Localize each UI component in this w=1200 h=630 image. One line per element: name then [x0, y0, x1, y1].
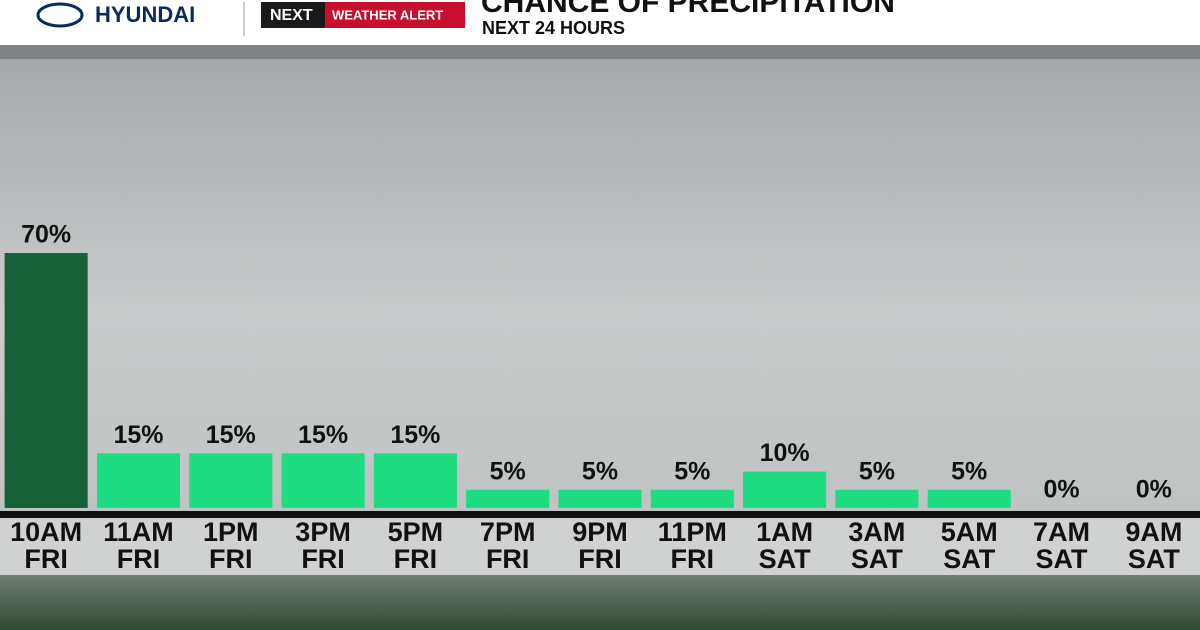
bar: [96, 453, 180, 508]
x-tick-label: FRI: [24, 544, 68, 574]
chart-title: CHANCE OF PRECIPITATION: [481, 0, 895, 19]
badge-logo: NEXT: [270, 7, 313, 24]
bar: [373, 453, 457, 508]
value-label: 5%: [674, 457, 710, 485]
bar: [650, 489, 734, 508]
brand-logo: [36, 2, 84, 28]
x-tick-label: SAT: [851, 544, 904, 574]
header-shadow: [0, 45, 1200, 59]
x-tick-label: FRI: [209, 544, 253, 574]
x-tick-label: FRI: [301, 544, 345, 574]
value-label: 15%: [113, 421, 163, 449]
value-label: 5%: [859, 457, 895, 485]
x-tick-label: FRI: [671, 544, 715, 574]
x-tick-label: 11PM: [658, 517, 727, 547]
x-tick-label: 3AM: [848, 517, 905, 547]
bar: [558, 489, 642, 508]
bar: [927, 489, 1011, 508]
ground-band: [0, 575, 1200, 630]
bar: [743, 471, 827, 508]
bar: [466, 489, 550, 508]
bar: [835, 489, 919, 508]
value-label: 10%: [760, 439, 810, 467]
chart-subtitle: NEXT 24 HOURS: [482, 18, 625, 38]
x-tick-label: 1PM: [203, 517, 259, 547]
x-tick-label: 7AM: [1033, 517, 1090, 547]
x-tick-label: FRI: [117, 544, 161, 574]
value-label: 5%: [582, 457, 618, 485]
x-tick-label: 5AM: [941, 517, 998, 547]
x-tick-label: SAT: [759, 544, 812, 574]
header: [0, 0, 1200, 45]
value-label: 15%: [390, 421, 440, 449]
x-tick-label: 7PM: [480, 517, 536, 547]
baseline: [0, 511, 1200, 518]
x-tick-label: 9PM: [572, 517, 628, 547]
x-tick-label: 9AM: [1125, 517, 1182, 547]
x-tick-label: SAT: [943, 544, 996, 574]
value-label: 5%: [951, 457, 987, 485]
bar: [4, 253, 88, 508]
bar: [281, 453, 365, 508]
brand: HYUNDAI: [95, 2, 195, 27]
value-label: 70%: [21, 221, 71, 249]
x-tick-label: FRI: [578, 544, 622, 574]
label-band: [0, 518, 1200, 575]
x-tick-label: SAT: [1128, 544, 1181, 574]
value-label: 5%: [490, 457, 526, 485]
x-tick-label: FRI: [394, 544, 438, 574]
x-tick-label: 3PM: [295, 517, 351, 547]
value-label: 0%: [1043, 476, 1079, 504]
value-label: 15%: [206, 421, 256, 449]
x-tick-label: SAT: [1036, 544, 1089, 574]
badge-text: WEATHER ALERT: [332, 7, 443, 22]
x-tick-label: FRI: [486, 544, 530, 574]
x-tick-label: 1AM: [756, 517, 813, 547]
value-label: 15%: [298, 421, 348, 449]
x-tick-label: 10AM: [10, 517, 82, 547]
x-tick-label: 11AM: [103, 517, 174, 547]
x-tick-label: 5PM: [388, 517, 444, 547]
bar: [189, 453, 273, 508]
badge-logo-box: [261, 2, 325, 28]
value-label: 0%: [1136, 476, 1172, 504]
